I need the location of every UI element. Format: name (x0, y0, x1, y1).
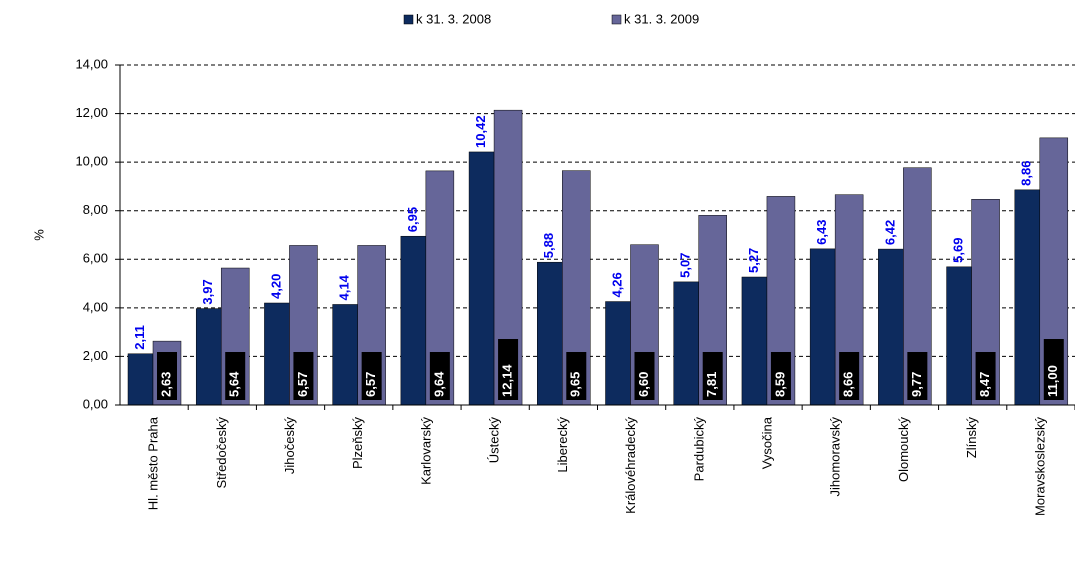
y-tick-label: 8,00 (83, 202, 108, 217)
value-label-box (498, 339, 519, 400)
bar (673, 281, 699, 406)
y-tick-label: 6,00 (83, 251, 108, 266)
x-tick-label: Plzeňský (350, 417, 365, 470)
value-label: 9,65 (568, 372, 583, 397)
value-label: 8,66 (841, 372, 856, 397)
value-label: 5,64 (227, 371, 242, 397)
y-axis-label: % (31, 229, 46, 241)
value-label: 12,14 (500, 364, 515, 397)
x-tick-label: Liberecký (555, 417, 570, 473)
x-tick-label: Zlínský (964, 417, 979, 459)
bar (878, 248, 904, 406)
x-tick-label: Vysočina (759, 416, 774, 469)
legend-swatch (403, 14, 414, 25)
value-label: 8,86 (1019, 161, 1034, 186)
value-label-box (770, 352, 791, 400)
value-label-box (566, 352, 587, 400)
bar (195, 308, 222, 406)
x-tick-label: Hl. město Praha (146, 416, 161, 510)
value-label: 8,59 (772, 372, 787, 397)
bar (468, 151, 495, 406)
bar (809, 248, 836, 406)
value-label: 3,97 (200, 279, 215, 304)
bar (332, 304, 358, 406)
value-label: 2,11 (132, 325, 147, 350)
value-label-box (225, 352, 246, 400)
x-tick-label: Olomoucký (896, 417, 911, 483)
value-label: 2,63 (158, 372, 173, 397)
value-label: 9,77 (909, 372, 924, 397)
value-label: 9,64 (431, 371, 446, 397)
bar (400, 235, 427, 406)
bar (264, 302, 290, 406)
value-label-box (1043, 339, 1064, 400)
value-label-box (975, 352, 996, 400)
value-label: 5,07 (678, 253, 693, 278)
x-tick-label: Ústecký (487, 417, 502, 464)
value-label: 5,27 (746, 248, 761, 273)
value-label-box (907, 352, 928, 400)
value-label-box (429, 352, 450, 400)
value-label: 6,43 (814, 220, 829, 245)
value-label-box (634, 352, 655, 400)
value-label: 6,95 (405, 207, 420, 232)
bar (127, 353, 154, 406)
value-label: 10,42 (473, 115, 488, 148)
value-label: 6,60 (636, 372, 651, 397)
value-label: 6,57 (363, 372, 378, 397)
value-label: 8,47 (977, 372, 992, 397)
y-tick-label: 0,00 (83, 396, 108, 411)
bar (741, 276, 768, 406)
legend-label: k 31. 3. 2009 (624, 11, 699, 26)
value-label-box (361, 352, 382, 400)
y-tick-label: 10,00 (75, 154, 108, 169)
y-tick-label: 12,00 (75, 105, 108, 120)
value-label-box (839, 352, 860, 400)
value-label: 11,00 (1045, 365, 1060, 397)
legend-label: k 31. 3. 2008 (416, 11, 491, 26)
y-tick-label: 14,00 (75, 56, 108, 71)
x-tick-label: Moravskoslezský (1032, 417, 1047, 516)
x-tick-label: Středočeský (214, 417, 229, 489)
x-tick-label: Pardubický (691, 417, 706, 482)
x-tick-label: Karlovarský (418, 417, 433, 485)
value-label: 5,88 (541, 233, 556, 258)
bar (946, 266, 972, 406)
x-tick-label: Jihomoravský (828, 417, 843, 497)
value-label: 4,20 (268, 274, 283, 299)
y-tick-label: 2,00 (83, 348, 108, 363)
value-label-box (702, 352, 723, 400)
value-label-box (157, 352, 177, 400)
value-label: 6,57 (295, 372, 310, 397)
bar (1014, 189, 1041, 406)
y-tick-label: 4,00 (83, 299, 108, 314)
value-label: 4,26 (609, 272, 624, 297)
x-tick-label: Jihočeský (282, 417, 297, 475)
value-label: 5,69 (951, 238, 966, 263)
value-label: 4,14 (337, 274, 352, 300)
value-label: 6,42 (882, 220, 897, 245)
bar (605, 301, 631, 406)
value-label: 7,81 (704, 372, 719, 397)
x-tick-label: Královéhradecký (623, 417, 638, 514)
value-label-box (293, 352, 314, 400)
bar (537, 261, 563, 406)
legend-swatch (611, 14, 622, 25)
